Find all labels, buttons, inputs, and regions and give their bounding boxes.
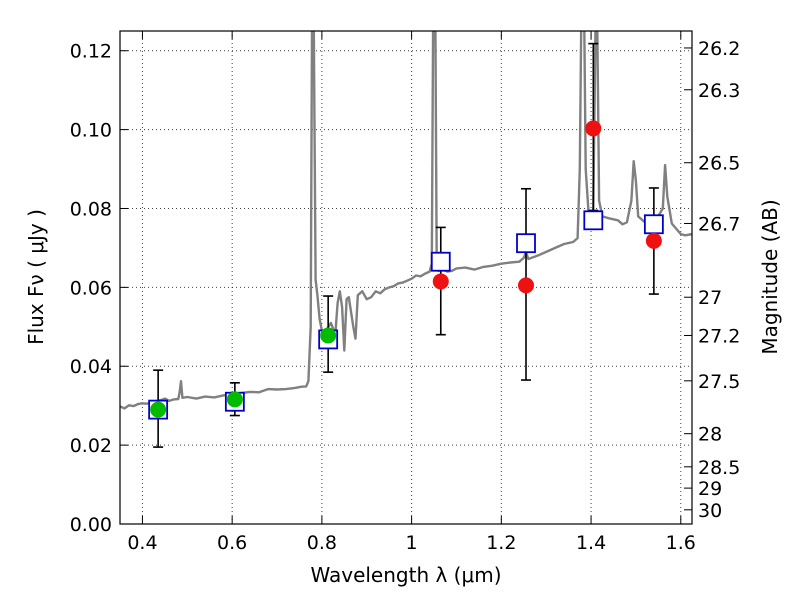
- mag-tick-label-7: 28: [698, 424, 722, 446]
- errorbar-layer: [153, 42, 659, 448]
- mag-tick-label-1: 26.3: [698, 80, 740, 102]
- model-flux-box-6: [643, 214, 664, 235]
- observed-point-0: [150, 401, 167, 418]
- spectrum-line: [120, 31, 692, 410]
- magnitude-axis-label: Magnitude (AB): [758, 199, 782, 354]
- observed-point-4: [518, 277, 535, 294]
- x-tick-label-5: 1.4: [576, 532, 606, 554]
- y-axis-label: Flux Fν ( μJy ): [24, 209, 48, 345]
- y-tick-label-4: 0.08: [70, 198, 112, 220]
- observed-point-6: [645, 232, 662, 249]
- model-flux-box-4: [516, 233, 536, 254]
- observed-points-layer: [150, 120, 662, 418]
- mag-tick-label-2: 26.5: [698, 153, 740, 175]
- y-tick-label-5: 0.10: [70, 120, 112, 142]
- x-tick-label-0: 0.4: [127, 532, 157, 554]
- y-tick-label-0: 0.00: [70, 514, 112, 536]
- observed-point-5: [585, 120, 602, 137]
- y-tick-label-3: 0.06: [70, 277, 112, 299]
- y-tick-label-6: 0.12: [70, 41, 112, 63]
- model-flux-box-5: [583, 210, 604, 231]
- model-flux-layer: [148, 210, 664, 420]
- x-tick-label-6: 1.6: [666, 532, 696, 554]
- plot-frame: [119, 30, 693, 525]
- x-tick-label-1: 0.6: [217, 532, 247, 554]
- mag-tick-label-9: 29: [698, 478, 722, 500]
- model-flux-box-3: [430, 251, 451, 272]
- mag-tick-label-5: 27.2: [698, 325, 740, 347]
- y-tick-labels: 0.00 0.02 0.04 0.06 0.08 0.10 0.12: [70, 41, 112, 536]
- mag-tick-label-10: 30: [698, 500, 722, 522]
- axis-ticks: [120, 31, 692, 525]
- spectrum-layer: [120, 31, 692, 410]
- y-tick-label-1: 0.02: [70, 435, 112, 457]
- grid-lines: [120, 31, 692, 525]
- x-axis-label: Wavelength λ (μm): [310, 563, 501, 587]
- x-tick-labels: 0.4 0.6 0.8 1 1.2 1.4 1.6: [127, 532, 696, 554]
- x-tick-label-4: 1.2: [486, 532, 516, 554]
- observed-point-2: [320, 327, 337, 344]
- x-tick-label-2: 0.8: [307, 532, 337, 554]
- mag-tick-label-6: 27.5: [698, 371, 740, 393]
- observed-point-1: [226, 391, 243, 408]
- y-tick-label-2: 0.04: [70, 356, 112, 378]
- mag-tick-label-8: 28.5: [698, 457, 740, 479]
- x-tick-label-3: 1: [406, 532, 418, 554]
- mag-tick-label-0: 26.2: [698, 38, 740, 60]
- mag-tick-label-4: 27: [698, 287, 722, 309]
- observed-point-3: [432, 273, 449, 290]
- mag-tick-label-3: 26.7: [698, 213, 740, 235]
